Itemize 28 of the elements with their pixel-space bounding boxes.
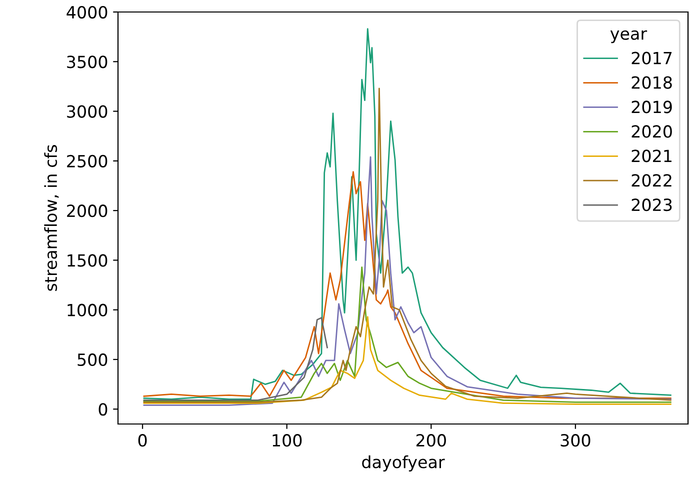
legend-label: 2021	[632, 150, 672, 162]
x-tick-label: 200	[416, 434, 446, 447]
legend-label: 2022	[632, 174, 672, 187]
line-series	[143, 317, 328, 401]
x-axis-title: dayofyear	[362, 455, 445, 472]
y-tick-label: 0	[98, 403, 108, 416]
legend-label: 2017	[632, 52, 672, 64]
line-series	[143, 316, 672, 405]
line-series	[143, 28, 672, 400]
legend-title: year	[610, 30, 648, 44]
y-tick-label: 1000	[68, 304, 108, 316]
y-tick-label: 3500	[67, 56, 108, 68]
line-series	[143, 266, 672, 403]
x-tick-label: 300	[560, 434, 590, 447]
line-series	[143, 88, 672, 403]
legend-label: 2020	[632, 125, 672, 138]
y-tick-label: 2000	[67, 204, 108, 218]
y-axis-title: streamflow, in cfs	[44, 145, 59, 291]
x-tick-label: 0	[138, 434, 147, 447]
legend-label: 2019	[632, 100, 672, 114]
legend-label: 2023	[632, 198, 672, 212]
y-tick-label: 1500	[68, 254, 108, 267]
x-tick-label: 100	[272, 434, 302, 447]
y-tick-label: 500	[78, 353, 108, 366]
y-tick-label: 2500	[67, 154, 108, 168]
y-tick-label: 3000	[67, 105, 108, 118]
y-tick-label: 4000	[66, 6, 108, 19]
legend-label: 2018	[632, 76, 672, 89]
